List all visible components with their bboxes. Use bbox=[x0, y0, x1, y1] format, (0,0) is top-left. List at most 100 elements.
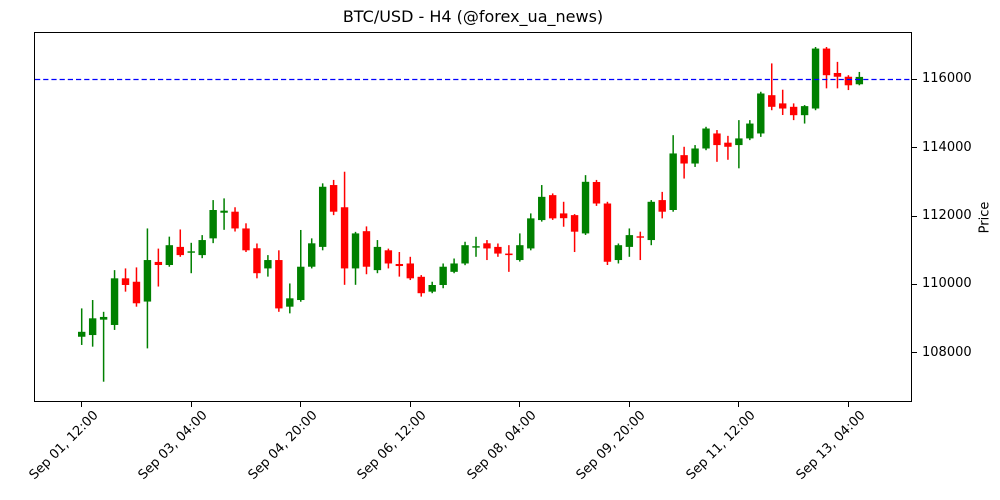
candle bbox=[581, 175, 590, 235]
candle bbox=[132, 267, 141, 307]
candle-body bbox=[121, 278, 130, 285]
candle bbox=[778, 89, 787, 116]
candle-body bbox=[844, 76, 853, 86]
candle bbox=[231, 207, 239, 232]
candle bbox=[844, 75, 853, 91]
candle-wick bbox=[179, 229, 182, 257]
candle-body bbox=[636, 236, 644, 238]
candle-body bbox=[110, 278, 119, 325]
candle-body bbox=[242, 228, 250, 251]
candle-body bbox=[286, 298, 294, 307]
candle-wick bbox=[573, 214, 576, 253]
x-tick-label: Sep 04, 20:00 bbox=[245, 408, 321, 483]
x-tick-mark bbox=[628, 401, 630, 407]
candle-body bbox=[209, 210, 217, 239]
candle-body bbox=[494, 246, 502, 254]
candle bbox=[636, 231, 644, 261]
candle bbox=[789, 103, 798, 121]
candle-body bbox=[527, 218, 535, 249]
candle-body bbox=[691, 148, 699, 164]
candle bbox=[603, 201, 612, 265]
candle bbox=[78, 308, 86, 345]
candle bbox=[625, 228, 634, 257]
candle bbox=[362, 226, 371, 275]
candle bbox=[110, 270, 119, 330]
candle bbox=[483, 240, 491, 261]
candle-body bbox=[362, 231, 371, 267]
candle bbox=[505, 245, 513, 272]
candle-body bbox=[428, 285, 436, 292]
x-tick-mark bbox=[81, 401, 83, 407]
candle-body bbox=[264, 260, 272, 269]
y-tick-mark bbox=[911, 283, 917, 286]
candle-body bbox=[757, 93, 765, 134]
plot-area bbox=[34, 32, 912, 402]
candle bbox=[855, 71, 864, 86]
candle-body bbox=[351, 233, 360, 269]
x-tick-mark bbox=[300, 401, 302, 407]
candle bbox=[351, 231, 360, 285]
candle bbox=[154, 248, 163, 287]
candle-body bbox=[439, 266, 447, 285]
candle-body bbox=[384, 250, 393, 264]
candle bbox=[746, 120, 754, 141]
candle-body bbox=[855, 76, 864, 85]
chart-title: BTC/USD - H4 (@forex_ua_news) bbox=[342, 7, 604, 26]
candle bbox=[647, 200, 655, 246]
candle-body bbox=[450, 263, 458, 272]
candle-body bbox=[724, 142, 732, 147]
candle-body bbox=[88, 318, 97, 336]
candle bbox=[735, 120, 743, 169]
candle-body bbox=[472, 246, 480, 248]
candle bbox=[669, 135, 677, 212]
candle-body bbox=[395, 263, 404, 267]
candle bbox=[680, 146, 688, 179]
candle-body bbox=[538, 196, 546, 221]
candle-wick bbox=[223, 198, 225, 230]
candle bbox=[340, 171, 349, 285]
candle-body bbox=[713, 133, 721, 146]
candle bbox=[822, 47, 831, 89]
x-tick-mark bbox=[409, 401, 411, 407]
candle-body bbox=[614, 245, 623, 261]
candle-body bbox=[198, 240, 206, 256]
candle-body bbox=[99, 316, 108, 320]
candle-body bbox=[702, 128, 710, 149]
candle bbox=[548, 193, 557, 220]
candle-body bbox=[329, 185, 338, 212]
candle bbox=[187, 242, 195, 274]
candle bbox=[450, 258, 458, 274]
y-tick-label: 114000 bbox=[922, 139, 972, 155]
candle bbox=[121, 268, 130, 292]
candle-body bbox=[461, 245, 469, 264]
candle bbox=[702, 126, 710, 151]
candle bbox=[428, 281, 436, 294]
candlestick-plot-svg bbox=[35, 47, 911, 382]
candle-body bbox=[154, 261, 163, 266]
candle-body bbox=[483, 243, 491, 249]
candle bbox=[286, 283, 294, 314]
candle bbox=[757, 91, 765, 137]
candle-body bbox=[592, 181, 601, 204]
candle-body bbox=[548, 195, 557, 219]
x-tick-label: Sep 09, 20:00 bbox=[574, 408, 649, 483]
candle bbox=[165, 236, 174, 267]
candle bbox=[220, 198, 228, 230]
candle bbox=[559, 201, 568, 227]
candle bbox=[406, 256, 414, 281]
candle-wick bbox=[300, 229, 302, 302]
candle bbox=[833, 61, 842, 89]
candle bbox=[691, 145, 699, 167]
x-tick-mark bbox=[738, 401, 740, 407]
candle bbox=[373, 240, 382, 274]
candle bbox=[242, 223, 250, 253]
candle bbox=[99, 311, 108, 382]
candle bbox=[297, 229, 305, 302]
candle-body bbox=[746, 123, 754, 139]
candle-wick bbox=[716, 130, 718, 162]
x-tick-label: Sep 03, 04:00 bbox=[135, 408, 211, 483]
candle-body bbox=[318, 186, 327, 247]
y-tick-mark bbox=[911, 352, 917, 354]
y-tick-label: 110000 bbox=[922, 276, 972, 292]
candle-body bbox=[505, 253, 513, 256]
